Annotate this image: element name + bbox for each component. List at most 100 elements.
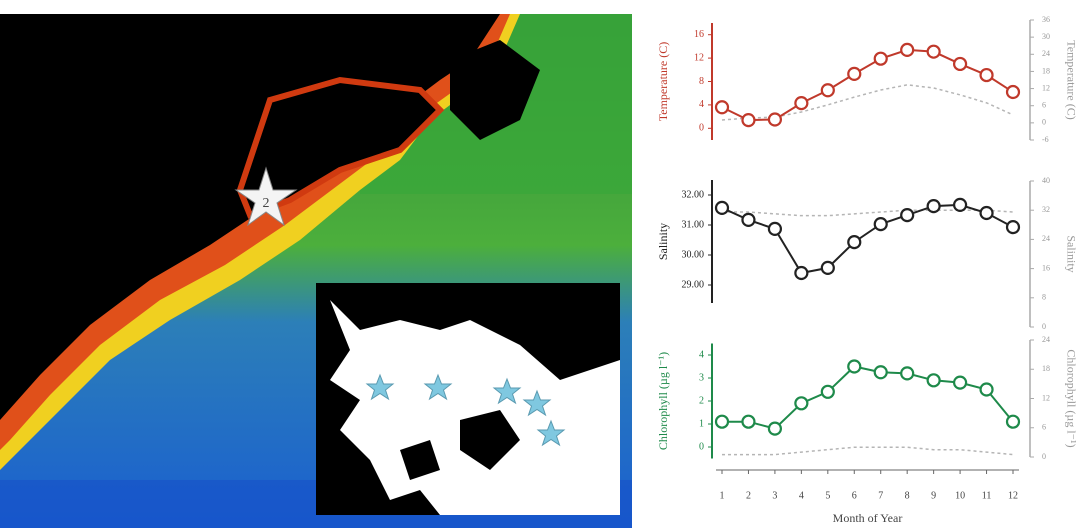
y-tick-label: 12	[694, 52, 704, 63]
point	[900, 208, 915, 223]
map-island	[450, 40, 540, 140]
y2-axis-label: Chlorophyll (µg l⁻¹)	[1064, 349, 1078, 447]
x-tick-label: 3	[772, 490, 777, 501]
x-tick-label: 7	[878, 490, 883, 501]
y2-tick-label: -6	[1042, 135, 1049, 144]
point	[794, 396, 809, 411]
x-axis-label: Month of Year	[833, 511, 903, 525]
y-tick-label: 8	[699, 76, 704, 87]
inset-stars	[365, 373, 566, 447]
y2-tick-label: 0	[1042, 322, 1046, 331]
y-tick-label: 4	[699, 349, 704, 360]
x-tick-label: 6	[852, 490, 857, 501]
point	[926, 373, 941, 388]
point	[1005, 84, 1021, 100]
point	[900, 42, 915, 58]
y2-tick-label: 0	[1042, 118, 1046, 127]
point	[820, 83, 835, 98]
y-tick-label: 0	[699, 441, 704, 452]
y2-tick-label: 18	[1042, 66, 1050, 75]
point	[873, 365, 888, 380]
point	[714, 414, 730, 429]
y2-tick-label: 24	[1042, 335, 1050, 344]
point	[1005, 220, 1021, 235]
inset-star	[492, 377, 522, 405]
secondary-line	[721, 84, 1014, 121]
y-axis-label: Chlorophyll (µg l⁻¹)	[656, 352, 670, 450]
y-tick-label: 4	[699, 99, 704, 110]
point	[767, 112, 783, 127]
y2-tick-label: 36	[1042, 15, 1050, 24]
y-axis-label: Salinity	[656, 223, 670, 260]
series-line	[721, 48, 1014, 122]
point	[741, 113, 756, 128]
x-tick-label: 12	[1008, 490, 1018, 501]
point	[952, 375, 968, 390]
point	[926, 199, 941, 214]
point	[979, 205, 994, 221]
y2-tick-label: 24	[1042, 234, 1050, 243]
point	[873, 51, 888, 66]
y2-tick-label: 30	[1042, 32, 1050, 41]
point	[979, 67, 994, 83]
x-tick-label: 1	[720, 490, 725, 501]
y-axis-label: Temperature (C)	[656, 42, 670, 121]
series-line	[722, 365, 1014, 430]
point	[847, 66, 862, 81]
y2-tick-label: 0	[1042, 452, 1046, 461]
point	[820, 384, 835, 399]
point	[900, 366, 915, 381]
y-tick-label: 30.00	[682, 249, 705, 260]
y2-tick-label: 16	[1042, 263, 1050, 272]
inset-star	[536, 419, 566, 447]
y2-axis-label: Temperature (C)	[1064, 40, 1078, 119]
y2-tick-label: 18	[1042, 364, 1050, 373]
y-tick-label: 29.00	[682, 279, 705, 290]
y-tick-label: 3	[699, 372, 704, 383]
y-tick-label: 0	[699, 123, 704, 134]
y-tick-label: 32.00	[682, 189, 705, 200]
y-tick-label: 16	[694, 29, 704, 40]
inset-islands	[400, 410, 520, 480]
x-tick-label: 10	[955, 490, 965, 501]
point	[714, 100, 730, 115]
point	[714, 200, 730, 215]
y-tick-label: 1	[699, 418, 704, 429]
site-star	[234, 166, 298, 227]
point	[767, 221, 783, 236]
y2-tick-label: 24	[1042, 49, 1050, 58]
map: 2	[0, 14, 632, 528]
point	[979, 382, 994, 397]
x-tick-label: 9	[931, 490, 936, 501]
y2-axis-label: Salinity	[1064, 235, 1078, 272]
point	[820, 260, 835, 275]
inset-star	[522, 389, 552, 417]
y2-tick-label: 32	[1042, 205, 1050, 214]
x-tick-label: 11	[982, 490, 992, 501]
secondary-line	[722, 209, 1014, 217]
x-tick-label: 5	[825, 490, 830, 501]
inset-star	[423, 373, 453, 401]
point	[741, 212, 756, 227]
point	[847, 235, 862, 250]
y-tick-label: 31.00	[682, 219, 705, 230]
inset-water	[330, 300, 620, 515]
inset-star	[365, 373, 395, 401]
y-tick-label: 2	[699, 395, 704, 406]
site-label: 2	[263, 196, 270, 211]
y2-tick-label: 12	[1042, 393, 1050, 402]
y2-tick-label: 8	[1042, 293, 1046, 302]
y2-tick-label: 12	[1042, 83, 1050, 92]
secondary-line	[722, 446, 1014, 456]
x-tick-label: 2	[746, 490, 751, 501]
point	[741, 414, 756, 429]
point	[847, 359, 862, 374]
point	[952, 197, 968, 212]
x-tick-label: 4	[799, 490, 804, 501]
y2-tick-label: 6	[1042, 423, 1046, 432]
point	[1005, 414, 1021, 429]
y2-tick-label: 6	[1042, 101, 1046, 110]
x-tick-label: 8	[905, 490, 910, 501]
